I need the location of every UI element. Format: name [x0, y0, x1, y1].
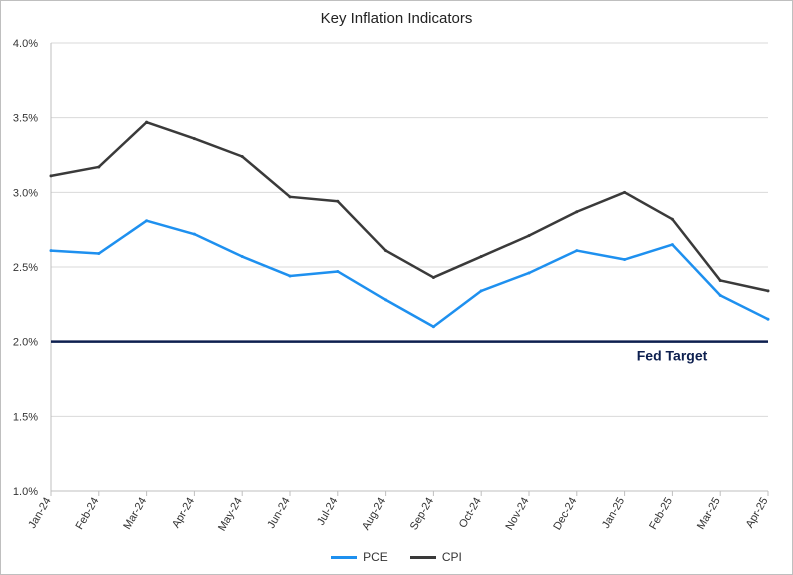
x-tick-label: Dec-24: [551, 496, 579, 533]
y-tick-label: 1.5%: [13, 411, 38, 423]
data-point-pce: [384, 298, 388, 302]
legend-swatch-cpi: [409, 555, 436, 559]
data-point-cpi: [527, 234, 531, 238]
x-tick-label: Feb-24: [74, 496, 102, 532]
data-point-pce: [623, 258, 627, 262]
series-line-cpi: [50, 120, 769, 293]
x-tick-label: Nov-24: [503, 496, 531, 533]
legend-label-pce: PCE: [363, 550, 388, 564]
data-point-cpi: [288, 195, 292, 199]
legend-label-cpi: CPI: [441, 550, 462, 564]
data-point-cpi: [575, 210, 579, 214]
fed-target-label: Fed Target: [637, 348, 708, 364]
y-tick-label: 3.5%: [13, 113, 38, 125]
data-point-pce: [670, 243, 674, 247]
legend: PCE CPI: [0, 550, 793, 564]
x-tick-label: Jan-25: [600, 496, 627, 531]
y-tick-label: 1.0%: [13, 486, 38, 498]
data-point-pce: [192, 232, 196, 236]
series-line-pce: [50, 219, 769, 328]
data-point-pce: [97, 252, 101, 256]
data-point-cpi: [384, 249, 388, 253]
y-tick-label: 4.0%: [13, 38, 38, 50]
data-point-cpi: [336, 199, 340, 203]
data-point-pce: [288, 274, 292, 278]
x-tick-label: Feb-25: [647, 496, 675, 532]
data-point-pce: [718, 293, 722, 297]
data-point-pce: [766, 317, 770, 321]
data-point-pce: [49, 249, 53, 253]
y-tick-label: 2.0%: [13, 337, 38, 349]
x-tick-label: May-24: [216, 496, 245, 534]
data-point-cpi: [97, 165, 101, 169]
data-point-pce: [479, 289, 483, 293]
data-point-pce: [575, 249, 579, 253]
x-tick-label: Apr-25: [744, 496, 771, 531]
data-point-pce: [240, 255, 244, 259]
data-point-cpi: [431, 275, 435, 279]
data-point-cpi: [49, 174, 53, 178]
y-tick-label: 3.0%: [13, 187, 38, 199]
data-point-cpi: [623, 190, 627, 194]
y-tick-label: 2.5%: [13, 262, 38, 274]
legend-swatch-pce: [331, 555, 358, 559]
x-tick-label: Oct-24: [457, 496, 484, 531]
data-point-cpi: [718, 278, 722, 282]
data-point-cpi: [192, 137, 196, 141]
data-point-cpi: [479, 255, 483, 259]
x-tick-label: Apr-24: [170, 496, 197, 531]
x-tick-label: Jun-24: [265, 496, 292, 531]
x-tick-label: Jan-24: [26, 496, 53, 531]
data-point-pce: [431, 325, 435, 329]
x-tick-label: Jul-24: [315, 496, 340, 528]
data-point-pce: [145, 219, 149, 223]
x-tick-label: Mar-25: [695, 496, 723, 532]
data-point-cpi: [145, 120, 149, 124]
legend-item-cpi: CPI: [409, 550, 462, 564]
x-tick-label: Sep-24: [408, 496, 436, 533]
data-point-pce: [336, 269, 340, 273]
x-tick-label: Aug-24: [360, 496, 388, 533]
data-point-pce: [527, 271, 531, 275]
x-tick-label: Mar-24: [121, 496, 149, 532]
data-point-cpi: [766, 289, 770, 293]
data-point-cpi: [240, 154, 244, 158]
legend-item-pce: PCE: [331, 550, 388, 564]
data-point-cpi: [670, 217, 674, 221]
chart-title: Key Inflation Indicators: [320, 10, 473, 27]
